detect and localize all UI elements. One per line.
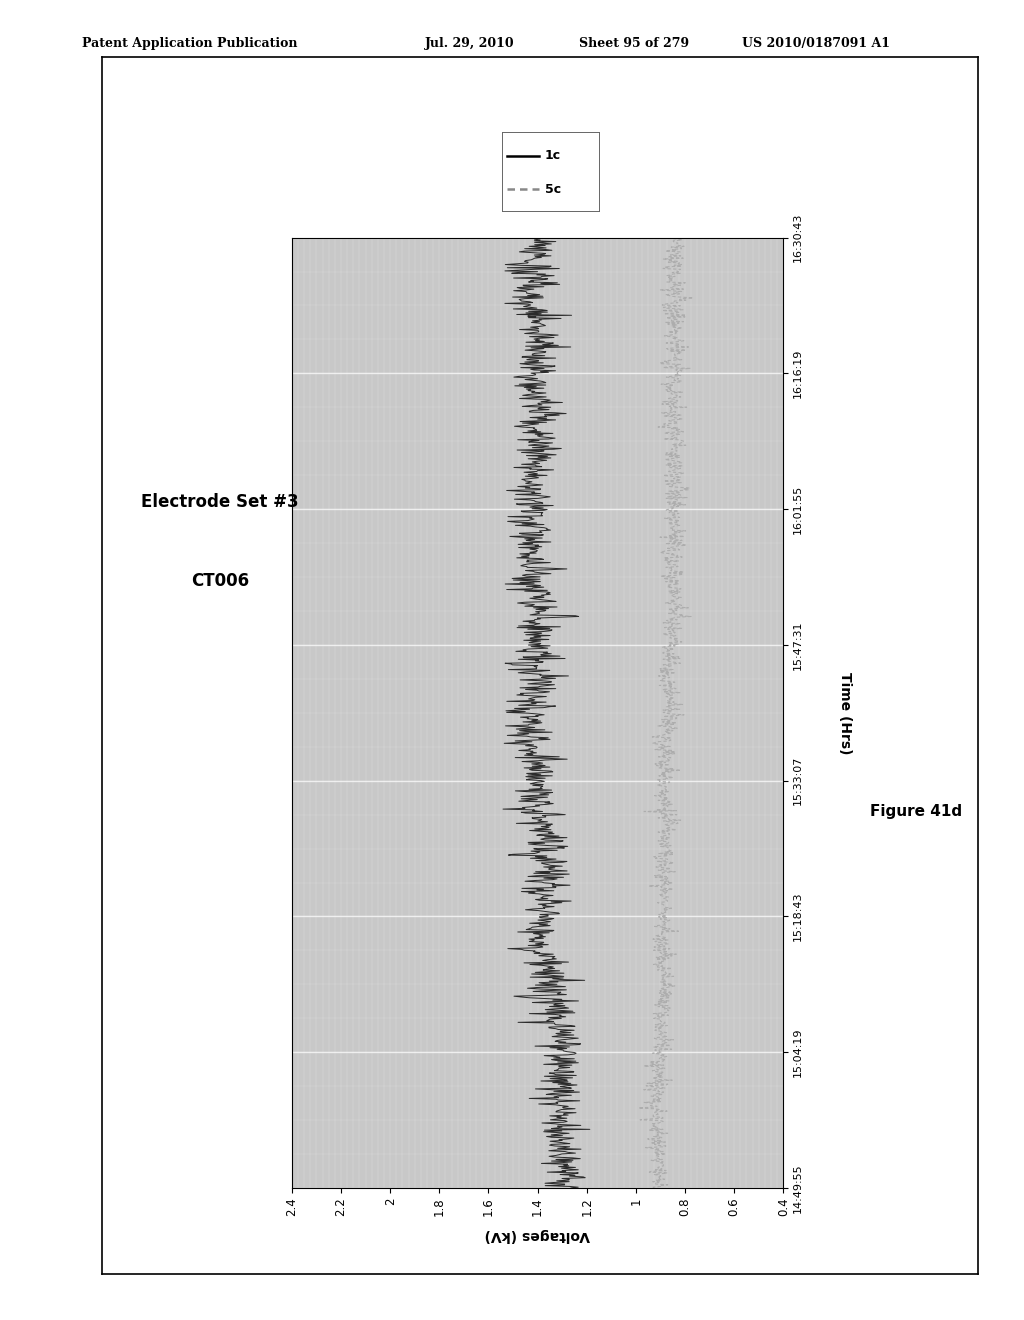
Text: 5c: 5c [545,182,561,195]
Text: Figure 41d: Figure 41d [870,804,963,820]
Text: US 2010/0187091 A1: US 2010/0187091 A1 [742,37,891,50]
Y-axis label: Time (Hrs): Time (Hrs) [838,672,852,754]
Text: Patent Application Publication: Patent Application Publication [82,37,297,50]
Text: 1c: 1c [545,149,561,162]
Text: Jul. 29, 2010: Jul. 29, 2010 [425,37,515,50]
Text: CT006: CT006 [191,572,249,590]
X-axis label: Voltages (kV): Voltages (kV) [484,1228,591,1242]
Text: Electrode Set #3: Electrode Set #3 [141,492,299,511]
Text: Sheet 95 of 279: Sheet 95 of 279 [579,37,689,50]
